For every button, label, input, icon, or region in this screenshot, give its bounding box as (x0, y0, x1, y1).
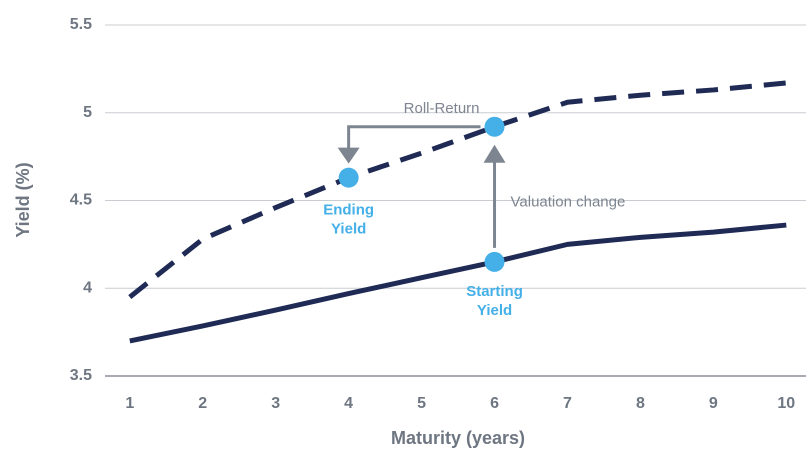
y-tick-label: 4.5 (70, 192, 92, 209)
starting-yield-label: Starting Yield (466, 283, 523, 319)
x-tick-label: 8 (636, 395, 645, 412)
x-tick-label: 9 (709, 395, 718, 412)
roll-return-label: Roll-Return (404, 100, 480, 117)
ending-yield-point (338, 167, 359, 188)
y-tick-label: 3.5 (70, 367, 92, 384)
arrow-head (483, 144, 506, 163)
x-tick-label: 10 (777, 395, 795, 412)
x-tick-label: 2 (198, 395, 207, 412)
note-line: Yield (477, 302, 512, 319)
arrow-head (337, 147, 360, 164)
note-line: Ending (323, 202, 374, 219)
ending-yield-label: Ending Yield (323, 202, 374, 238)
x-tick-label: 7 (563, 395, 572, 412)
roll-point (484, 116, 505, 137)
note-line: Starting (466, 283, 523, 300)
x-tick-label: 3 (271, 395, 280, 412)
y-tick-label: 5 (83, 104, 92, 121)
y-tick-label: 4 (83, 279, 92, 296)
x-tick-label: 6 (490, 395, 499, 412)
note-line: Yield (331, 221, 366, 238)
y-tick-label: 5.5 (70, 16, 92, 33)
x-tick-label: 4 (344, 395, 353, 412)
x-axis-title: Maturity (years) (391, 428, 525, 448)
roll-return-arrow (347, 125, 481, 152)
y-axis-title: Yield (%) (13, 162, 33, 237)
valuation-change-label: Valuation change (511, 193, 626, 210)
starting-yield-point (484, 251, 505, 272)
series-line (129, 222, 787, 344)
x-tick-label: 1 (125, 395, 134, 412)
series-line (128, 80, 787, 299)
x-tick-label: 5 (417, 395, 426, 412)
